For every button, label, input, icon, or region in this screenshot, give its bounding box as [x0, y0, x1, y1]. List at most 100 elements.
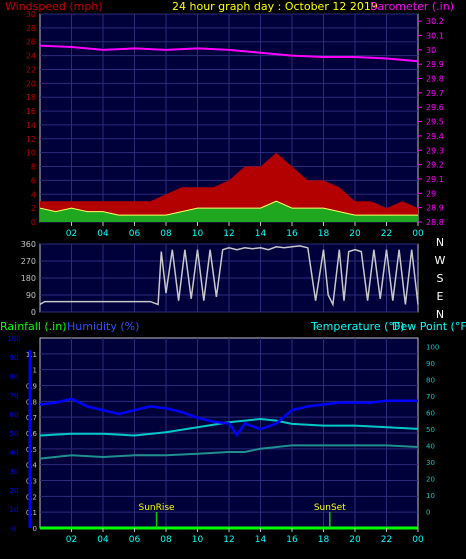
- temp-ytick-label: 50: [426, 426, 435, 434]
- wind-ytick-label: 26: [26, 38, 36, 47]
- bottom-xtick-label: 18: [318, 535, 330, 545]
- top-xtick-label: 10: [192, 229, 204, 239]
- baro-ytick-label: 29.3: [426, 146, 444, 155]
- humidity-ytick-label: 80: [10, 373, 19, 381]
- baro-ytick-label: 29.5: [426, 118, 444, 127]
- dewpoint-line: [39, 444, 419, 460]
- bottom-xtick-label: 08: [160, 535, 172, 545]
- baro-ytick-label: 29.9: [426, 60, 444, 69]
- humidity-line: [39, 397, 418, 438]
- temp-ytick-label: 80: [426, 376, 435, 384]
- compass-label: N: [436, 236, 444, 249]
- wind-ytick-label: 14: [26, 121, 36, 130]
- rainfall-title: Rainfall (.in): [0, 320, 67, 333]
- temp-ytick-label: 20: [426, 475, 435, 483]
- humidity-ytick-label: 100: [7, 335, 20, 343]
- humidity-ytick-label: 20: [10, 487, 19, 495]
- top-xtick-label: 14: [255, 229, 267, 239]
- temp-ytick-label: 100: [426, 343, 439, 351]
- top-xtick-label: 22: [381, 229, 392, 239]
- temp-ytick-label: 10: [426, 492, 435, 500]
- wind-ytick-label: 12: [26, 135, 36, 144]
- wind-ytick-label: 0: [31, 218, 36, 227]
- temp-ytick-label: 30: [426, 459, 435, 467]
- top-xtick-label: 18: [318, 229, 330, 239]
- direction-ytick-label: 0: [31, 308, 36, 317]
- wind-ytick-label: 6: [31, 176, 36, 185]
- wind-ytick-label: 8: [31, 163, 36, 172]
- baro-ytick-label: 30.1: [426, 32, 444, 41]
- wind-ytick-label: 22: [26, 65, 36, 74]
- wind-ytick-label: 16: [26, 107, 36, 116]
- sunrise-label: SunRise: [138, 503, 175, 513]
- dewpoint-title: Dew Point (°F): [392, 320, 466, 333]
- humidity-ytick-label: 90: [10, 354, 19, 362]
- wind-gust-area: [40, 152, 418, 222]
- wind-ytick-label: 4: [31, 190, 36, 199]
- bottom-xtick-label: 06: [129, 535, 141, 545]
- humidity-ytick-label: 10: [10, 506, 19, 514]
- baro-ytick-label: 28.8: [426, 218, 444, 227]
- temp-ytick-label: 60: [426, 409, 435, 417]
- baro-ytick-label: 29.1: [426, 175, 444, 184]
- wind-ytick-label: 20: [26, 79, 36, 88]
- wind-ytick-label: 2: [31, 204, 36, 213]
- bottom-xtick-label: 00: [412, 535, 424, 545]
- bottom-xtick-label: 14: [255, 535, 267, 545]
- wind-average-area: [40, 201, 418, 222]
- compass-label: S: [437, 272, 444, 285]
- wind-ytick-label: 30: [26, 10, 36, 19]
- baro-ytick-label: 29: [426, 189, 436, 198]
- temperature-title: Temperature (°F): [310, 320, 405, 333]
- bottom-xtick-label: 16: [286, 535, 298, 545]
- baro-ytick-label: 29.6: [426, 103, 444, 112]
- bottom-xtick-label: 12: [223, 535, 234, 545]
- humidity-ytick-label: 0: [12, 525, 16, 533]
- rain-ytick-label: 0: [33, 525, 37, 533]
- humidity-ytick-label: 70: [10, 392, 19, 400]
- compass-label: E: [437, 290, 444, 303]
- baro-ytick-label: 29.8: [426, 75, 444, 84]
- rain-ytick-label: 1: [33, 367, 37, 375]
- direction-ytick-label: 360: [21, 240, 36, 249]
- baro-ytick-label: 30: [426, 46, 436, 55]
- wind-average-line: [39, 200, 418, 216]
- bottom-xtick-label: 02: [66, 535, 77, 545]
- direction-ytick-label: 180: [21, 274, 36, 283]
- top-xtick-label: 06: [129, 229, 141, 239]
- wind-ytick-label: 10: [26, 149, 36, 158]
- temp-ytick-label: 70: [426, 393, 435, 401]
- humidity-ytick-label: 30: [10, 468, 19, 476]
- baro-ytick-label: 30.2: [426, 17, 444, 26]
- top-xtick-label: 02: [66, 229, 77, 239]
- bottom-xtick-label: 22: [381, 535, 392, 545]
- rain-ytick-label: 0.4: [26, 462, 38, 470]
- sunset-label: SunSet: [314, 503, 346, 513]
- compass-label: W: [435, 254, 446, 267]
- windspeed-title: Windspeed (mph): [5, 0, 103, 13]
- temp-ytick-label: 40: [426, 442, 435, 450]
- top-xtick-label: 20: [349, 229, 361, 239]
- humidity-ytick-label: 60: [10, 411, 19, 419]
- bottom-xtick-label: 10: [192, 535, 204, 545]
- bottom-xtick-label: 20: [349, 535, 361, 545]
- baro-ytick-label: 29.4: [426, 132, 444, 141]
- barometer-title: Barometer (.in): [370, 0, 454, 13]
- direction-ytick-label: 270: [21, 257, 36, 266]
- direction-ytick-label: 90: [26, 291, 36, 300]
- humidity-ytick-label: 40: [10, 449, 19, 457]
- humidity-ytick-label: 50: [10, 430, 19, 438]
- chart-title: 24 hour graph day : October 12 2019: [172, 0, 378, 13]
- top-xtick-label: 08: [160, 229, 172, 239]
- temp-ytick-label: 90: [426, 360, 435, 368]
- rain-ytick-label: 0.6: [26, 430, 38, 438]
- top-xtick-label: 04: [97, 229, 109, 239]
- compass-label: N: [436, 308, 444, 321]
- baro-ytick-label: 28.9: [426, 204, 444, 213]
- top-xtick-label: 16: [286, 229, 298, 239]
- top-xtick-label: 00: [412, 229, 424, 239]
- wind-ytick-label: 28: [26, 24, 36, 33]
- baro-ytick-label: 29.7: [426, 89, 444, 98]
- temp-ytick-label: 0: [426, 508, 430, 516]
- wind-ytick-label: 18: [26, 93, 36, 102]
